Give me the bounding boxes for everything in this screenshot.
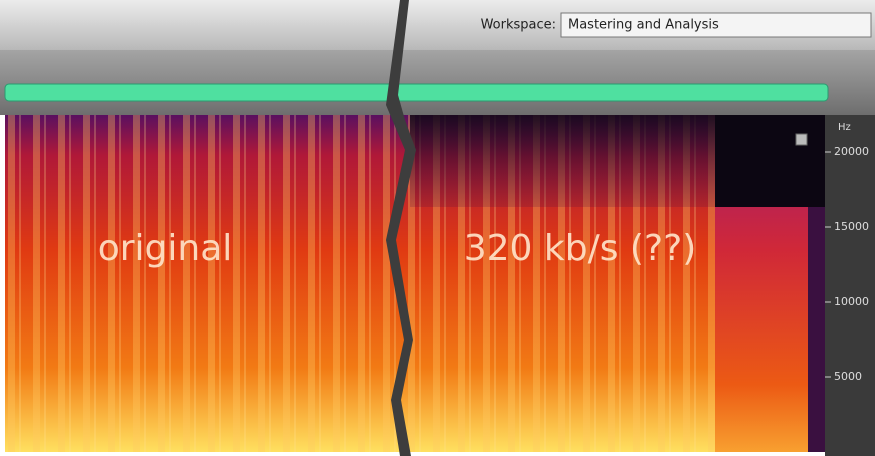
frequency-axis (825, 115, 875, 456)
tick-label: 15000 (834, 220, 869, 233)
left-label: original (98, 228, 233, 269)
overview-bar[interactable] (5, 84, 828, 101)
tail-silence (715, 115, 825, 207)
tail-edge (808, 207, 825, 452)
screenshot: Workspace: Mastering and Analysis origin… (0, 0, 875, 456)
workspace-value: Mastering and Analysis (568, 18, 719, 33)
page: Workspace: Mastering and Analysis origin… (0, 0, 875, 456)
cutoff-region (410, 115, 715, 207)
corner-button[interactable] (796, 134, 807, 145)
tick-label: 20000 (834, 145, 869, 158)
axis-unit: Hz (838, 122, 851, 133)
workspace-label: Workspace: (481, 18, 556, 33)
right-label: 320 kb/s (??) (464, 228, 697, 269)
spectrogram (5, 115, 825, 452)
panel-header (0, 50, 875, 115)
tick-label: 10000 (834, 295, 869, 308)
tick-label: 5000 (834, 370, 862, 383)
